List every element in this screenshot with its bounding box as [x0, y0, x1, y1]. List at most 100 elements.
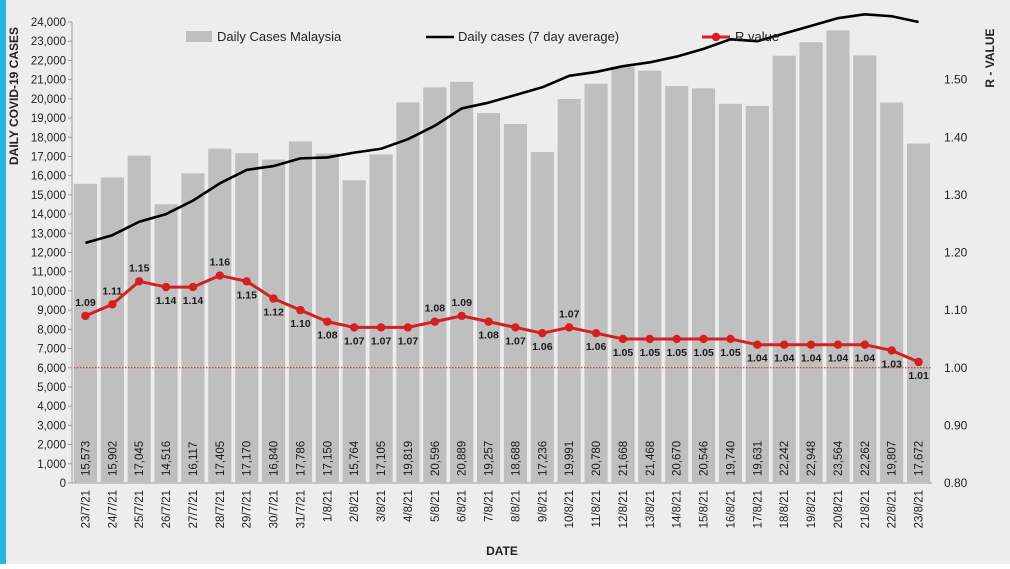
r-value-point	[699, 334, 708, 344]
legend-label-bars: Daily Cases Malaysia	[217, 29, 342, 44]
r-value-point	[323, 317, 332, 326]
x-tick-label: 27/7/21	[188, 490, 200, 528]
bar-daily-cases	[530, 151, 554, 483]
x-tick-label: 4/8/21	[403, 490, 415, 522]
r-value-point	[511, 323, 520, 332]
bar-value-label: 19,807	[887, 441, 899, 476]
bar-value-label: 17,236	[537, 441, 549, 476]
r-value-point	[484, 317, 493, 326]
bar-daily-cases	[611, 66, 635, 484]
bar-daily-cases	[584, 83, 608, 483]
r-value-label: 1.05	[613, 347, 634, 359]
r-value-label: 1.01	[908, 370, 929, 382]
x-tick-label: 14/8/21	[672, 490, 684, 528]
bar-daily-cases	[665, 85, 689, 484]
y-tick-label: 5,000	[37, 382, 66, 394]
bar-daily-cases	[880, 102, 904, 484]
r-value-point	[242, 277, 251, 286]
x-tick-label: 31/7/21	[295, 490, 307, 528]
r-value-point	[914, 357, 923, 367]
bar-value-label: 16,117	[188, 442, 200, 476]
bar-value-label: 17,672	[914, 441, 926, 476]
r-value-label: 1.09	[451, 297, 472, 309]
bar-value-label: 17,405	[215, 441, 227, 476]
y-tick-label: 24,000	[31, 17, 66, 29]
r-value-point	[161, 282, 171, 292]
y-tick-label: 10,000	[31, 286, 66, 298]
r-value-label: 1.12	[263, 307, 284, 319]
bar-value-label: 17,170	[242, 441, 254, 476]
bar-value-label: 20,889	[457, 441, 469, 476]
x-tick-label: 29/7/21	[242, 490, 254, 528]
x-tick-label: 25/7/21	[134, 490, 146, 528]
bar-daily-cases	[557, 99, 581, 483]
x-tick-label: 3/8/21	[376, 490, 388, 522]
r-value-point	[188, 282, 198, 292]
y-tick-label: 8,000	[37, 324, 66, 336]
r-value-point	[779, 340, 789, 349]
r-value-label: 1.08	[478, 330, 499, 342]
r-value-label: 1.15	[236, 289, 257, 301]
y2-tick-label: 1.00	[944, 361, 968, 375]
x-tick-label: 30/7/21	[269, 490, 281, 528]
r-value-label: 1.08	[317, 330, 338, 342]
x-tick-label: 12/8/21	[618, 490, 630, 528]
bar-daily-cases	[208, 148, 232, 483]
y-tick-label: 15,000	[31, 190, 66, 202]
r-value-point	[349, 323, 359, 332]
x-tick-label: 21/8/21	[860, 490, 872, 528]
r-value-label: 1.09	[75, 297, 96, 309]
bar-value-label: 19,740	[725, 441, 737, 476]
r-value-label: 1.14	[183, 295, 204, 307]
bar-value-label: 20,670	[672, 441, 684, 476]
r-value-point	[457, 311, 466, 321]
x-tick-label: 1/8/21	[322, 490, 334, 522]
bar-value-label: 15,764	[349, 440, 361, 476]
r-value-label: 1.06	[586, 341, 607, 353]
bar-value-label: 21,468	[645, 441, 657, 476]
y-tick-label: 13,000	[31, 228, 66, 240]
bar-value-label: 20,780	[591, 441, 603, 476]
x-tick-label: 23/7/21	[80, 490, 92, 528]
x-tick-label: 8/8/21	[510, 490, 522, 522]
y-tick-label: 18,000	[31, 132, 66, 144]
bar-daily-cases	[799, 42, 823, 484]
bar-daily-cases	[907, 143, 931, 483]
bar-daily-cases	[503, 124, 527, 483]
y2-tick-label: 1.10	[944, 303, 968, 317]
r-value-point	[376, 323, 386, 332]
bar-daily-cases	[826, 30, 850, 483]
r-value-point	[645, 334, 655, 344]
r-value-label: 1.04	[747, 353, 768, 365]
r-value-point	[753, 340, 762, 349]
y2-tick-label: 0.90	[944, 418, 968, 432]
x-tick-label: 28/7/21	[215, 490, 227, 528]
bar-daily-cases	[100, 177, 124, 484]
y-tick-label: 7,000	[37, 344, 66, 356]
r-value-point	[269, 294, 278, 303]
legend-marker-r	[711, 32, 721, 42]
bar-daily-cases	[235, 153, 259, 483]
r-value-label: 1.11	[102, 285, 122, 297]
x-tick-label: 5/8/21	[430, 490, 442, 522]
bar-value-label: 18,688	[510, 441, 522, 476]
x-tick-label: 15/8/21	[699, 490, 711, 528]
r-value-label: 1.06	[532, 341, 553, 353]
bar-daily-cases	[73, 183, 97, 483]
bar-value-label: 20,596	[430, 441, 442, 476]
bar-value-label: 14,516	[161, 441, 173, 476]
bar-daily-cases	[745, 105, 769, 484]
x-tick-label: 2/8/21	[349, 490, 361, 522]
y2-tick-label: 1.50	[944, 73, 968, 87]
y-tick-label: 16,000	[31, 171, 66, 183]
y-tick-label: 22,000	[31, 55, 66, 67]
y-tick-label: 12,000	[31, 248, 66, 260]
bar-value-label: 15,902	[107, 441, 119, 476]
r-value-label: 1.04	[801, 353, 822, 365]
x-tick-label: 17/8/21	[752, 490, 764, 528]
y-tick-label: 4,000	[37, 401, 66, 413]
r-value-label: 1.10	[290, 318, 311, 330]
legend-label-average: Daily cases (7 day average)	[458, 29, 619, 44]
